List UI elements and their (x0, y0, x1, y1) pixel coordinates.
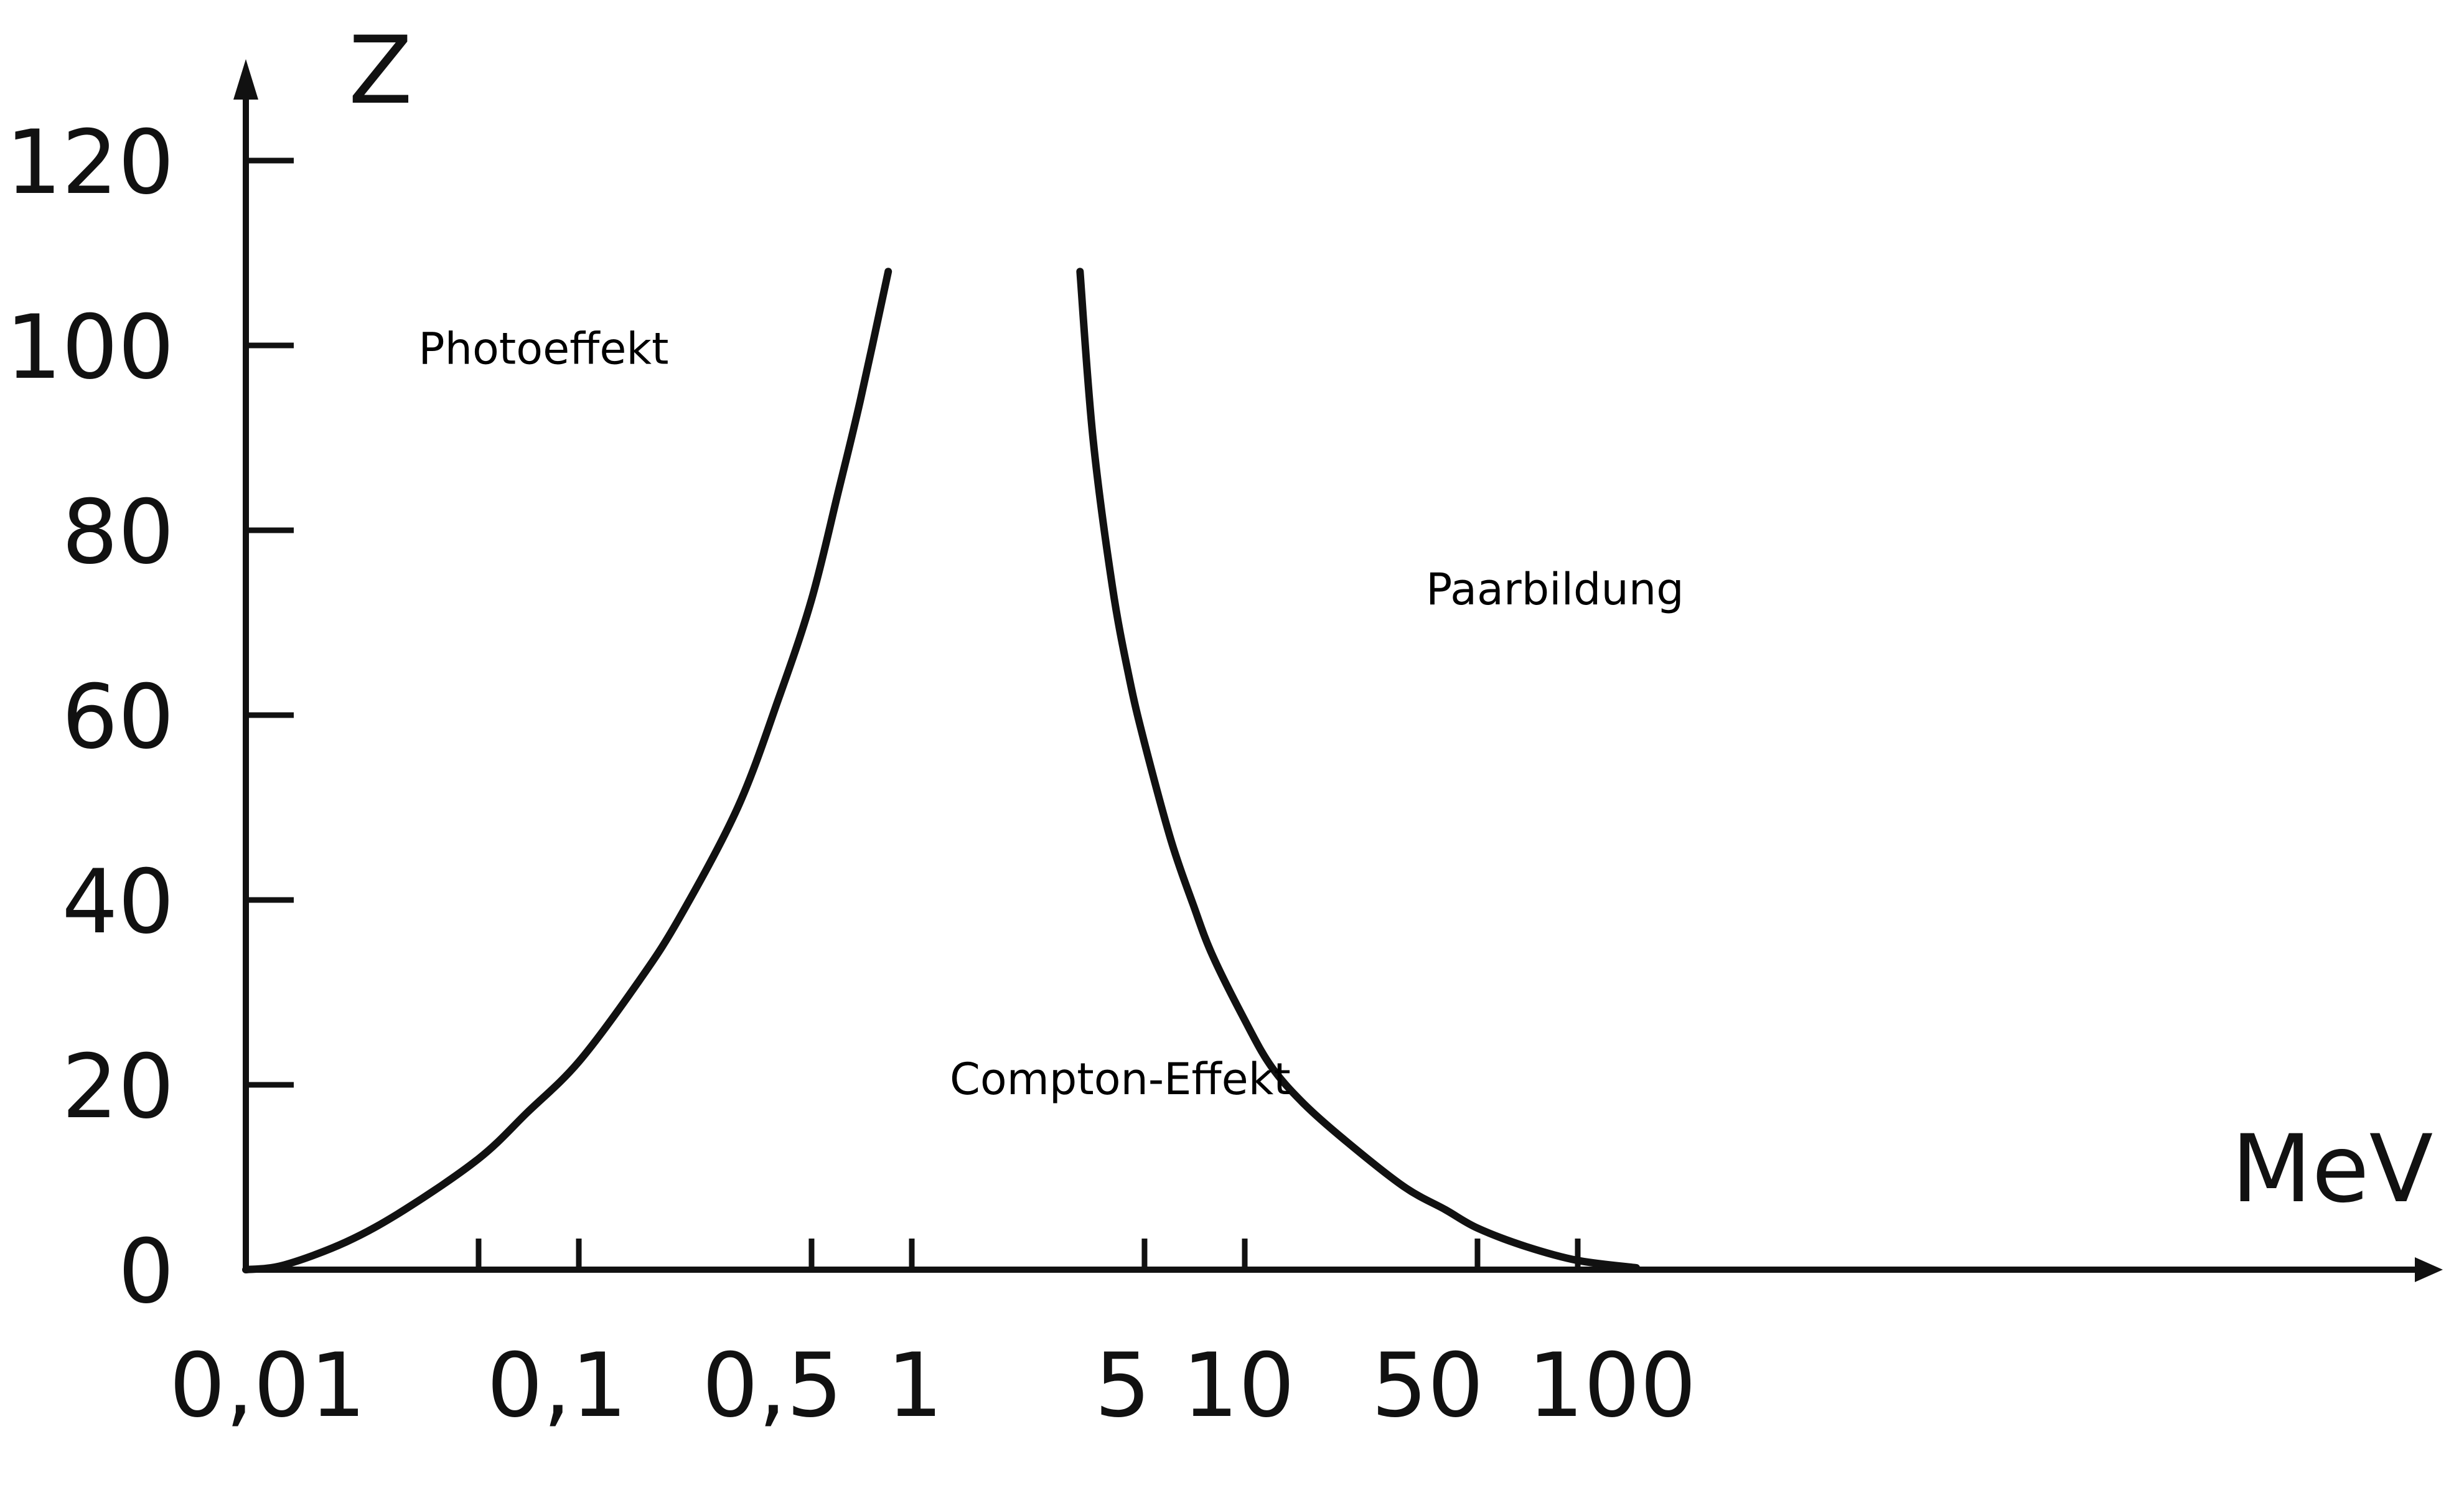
x-tick-label: 100 (1527, 1334, 1696, 1437)
x-tick-label: 50 (1371, 1334, 1484, 1437)
x-ticks: 0,01 0,1 0,5 1 5 10 50 100 (169, 1239, 1697, 1437)
x-tick-label: 10 (1183, 1334, 1295, 1437)
region-label: Photoeffekt (418, 324, 668, 375)
x-tick-label: 0,01 (169, 1334, 366, 1437)
series-line-2 (1076, 268, 1641, 1272)
x-tick-label: 0,1 (487, 1334, 627, 1437)
x-tick-label: 1 (887, 1334, 943, 1437)
y-tick-label: 40 (62, 851, 174, 954)
y-axis-arrow (233, 59, 258, 100)
annotations: Photoeffekt Compton-Effekt Paarbildung (418, 324, 1684, 1105)
series-line-1 (242, 268, 892, 1273)
y-tick-label: 120 (6, 111, 174, 214)
y-tick-label: 0 (118, 1221, 174, 1323)
y-axis-name: Z (349, 17, 413, 125)
y-ticks: 0 20 40 60 80 100 120 (6, 111, 294, 1323)
y-tick-label: 20 (62, 1036, 174, 1138)
x-tick-label: 0,5 (702, 1334, 843, 1437)
y-tick-label: 60 (62, 666, 174, 769)
region-label: Compton-Effekt (950, 1054, 1291, 1105)
y-tick-label: 100 (6, 296, 174, 399)
series-group (242, 268, 1641, 1273)
x-axis-arrow (2415, 1257, 2443, 1282)
y-tick-label: 80 (62, 481, 174, 584)
x-tick-label: 5 (1095, 1334, 1151, 1437)
region-label: Paarbildung (1426, 564, 1684, 615)
x-axis-name: MeV (2231, 1115, 2433, 1224)
